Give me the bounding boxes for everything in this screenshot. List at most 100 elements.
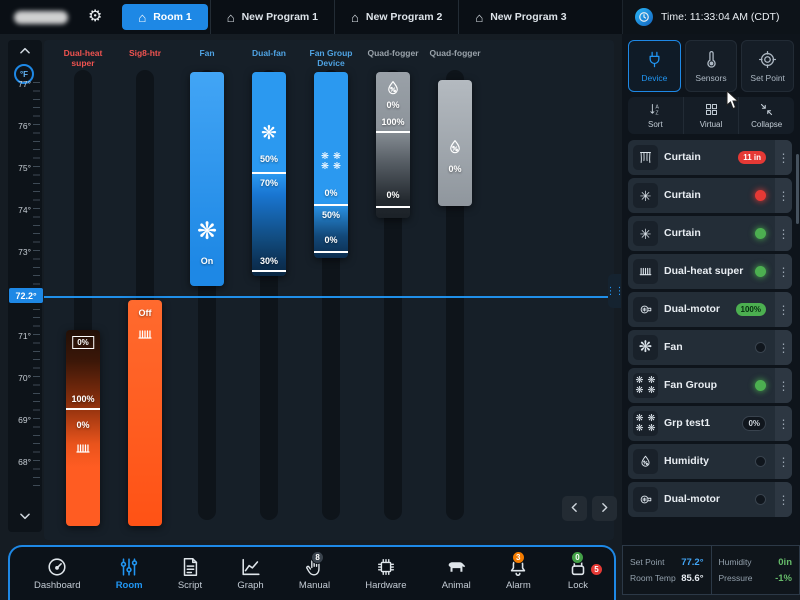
nav-script[interactable]: Script (178, 556, 202, 591)
nav-room[interactable]: Room (116, 556, 143, 591)
stage-value: 30% (259, 256, 278, 266)
tab-label: Device (641, 72, 668, 83)
svg-text:A: A (655, 104, 659, 110)
collapse-button[interactable]: Collapse (738, 97, 794, 134)
stage-value: 50% (259, 154, 278, 164)
alarm-count-badge: 5 (589, 563, 603, 576)
scale-ticks (33, 82, 40, 488)
time-panel: Time: 11:33:04 AM (CDT) (622, 0, 800, 34)
tab-label: Sensors (695, 72, 727, 83)
room-temp-label: Room Temp (630, 573, 676, 583)
room-tabs: ⌂ Room 1 ⌂ New Program 1 ⌂ New Program 2 ⌂ N… (120, 0, 582, 34)
device-row-curtain-2[interactable]: ✳ Curtain ⋮ (628, 178, 792, 213)
kebab-menu-icon[interactable]: ⋮ (775, 140, 792, 175)
scale-label: 73° (18, 247, 31, 257)
kebab-menu-icon[interactable]: ⋮ (775, 216, 792, 251)
device-row-dual-motor-2[interactable]: Dual-motor ⋮ (628, 482, 792, 517)
column-label-sig8-htr: Sig8-htr (128, 48, 162, 58)
quad-fogger-bar-2[interactable]: 0% (438, 80, 472, 206)
column-label-quad-fogger-2: Quad-fogger (429, 48, 481, 58)
device-list: Curtain 11 in ⋮ ✳ Curtain ⋮ ✳ Curtain ⋮ … (628, 140, 794, 517)
fan-icon: ❋ (633, 335, 658, 360)
fogger-icon (446, 138, 464, 156)
tab-device[interactable]: Device (628, 40, 681, 92)
scale-label: 69° (18, 415, 31, 425)
chart-scroll-left-button[interactable] (562, 496, 587, 521)
dual-heat-super-bar[interactable]: 0% 100% 0% (66, 330, 100, 526)
scale-down-button[interactable] (8, 508, 42, 526)
action-label: Sort (648, 120, 663, 129)
collapse-icon (759, 102, 774, 117)
home-icon: ⌂ (226, 9, 235, 25)
nav-alarm[interactable]: 3 5 Alarm (506, 551, 603, 591)
device-row-curtain-3[interactable]: ✳ Curtain ⋮ (628, 216, 792, 251)
nav-dashboard[interactable]: Dashboard (34, 556, 80, 591)
document-icon (178, 556, 202, 578)
humidity-icon (633, 449, 658, 474)
tab-new-program-1[interactable]: ⌂ New Program 1 (209, 0, 334, 34)
kebab-menu-icon[interactable]: ⋮ (775, 330, 792, 365)
home-icon: ⌂ (351, 9, 359, 25)
settings-gear-icon[interactable]: ⚙ (82, 8, 108, 26)
chart-scroll-right-button[interactable] (592, 496, 617, 521)
tab-set-point[interactable]: Set Point (741, 40, 795, 92)
app-logo-blurred (14, 10, 68, 24)
panel-drag-handle[interactable]: ⋮⋮ (606, 274, 625, 308)
quad-fogger-bar-1[interactable]: 0% 100% 0% (376, 72, 410, 218)
kebab-menu-icon[interactable]: ⋮ (775, 482, 792, 517)
pressure-label: Pressure (718, 573, 753, 583)
nav-lock[interactable]: 0 Lock (567, 551, 588, 591)
device-row-grp-test1[interactable]: ❋ ❋ ❋ ❋ Grp test1 0% ⋮ (628, 406, 792, 441)
device-row-fan[interactable]: ❋ Fan ⋮ (628, 330, 792, 365)
device-row-curtain-1[interactable]: Curtain 11 in ⋮ (628, 140, 792, 175)
fan-group-device-bar[interactable]: ❋ ❋ ❋ ❋ 0% 50% 0% (314, 72, 348, 258)
heater-icon (73, 440, 93, 457)
scrollbar[interactable] (796, 154, 799, 224)
nav-graph[interactable]: Graph (237, 556, 264, 591)
kebab-menu-icon[interactable]: ⋮ (775, 444, 792, 479)
device-row-humidity[interactable]: Humidity ⋮ (628, 444, 792, 479)
nav-manual[interactable]: 8 Manual (298, 551, 331, 591)
device-row-dual-heat-super[interactable]: Dual-heat super ⋮ (628, 254, 792, 289)
tab-new-program-3[interactable]: ⌂ New Program 3 (458, 0, 582, 34)
alarm-count-badge: 3 (511, 551, 525, 564)
status-badge (755, 190, 766, 201)
nav-hardware[interactable]: Hardware (365, 556, 406, 591)
winch-icon: ✳ (633, 221, 658, 246)
kebab-menu-icon[interactable]: ⋮ (775, 292, 792, 327)
virtual-button[interactable]: Virtual (682, 97, 739, 134)
stage-value: 0% (324, 235, 338, 245)
fan-bar[interactable]: ❋ On (190, 72, 224, 286)
kebab-menu-icon[interactable]: ⋮ (775, 406, 792, 441)
stage-value: 0% (76, 420, 90, 430)
stage-value: 0% (324, 188, 338, 198)
scale-label: 71° (18, 331, 31, 341)
tab-sensors[interactable]: Sensors (684, 40, 738, 92)
bottom-nav: Dashboard Room Script Graph 8 Manual Har… (8, 545, 616, 600)
dual-fan-bar[interactable]: ❋ 50% 70% 30% (252, 72, 286, 276)
device-row-dual-motor-1[interactable]: Dual-motor 100% ⋮ (628, 292, 792, 327)
set-point-value: 77.2° (681, 556, 704, 568)
winch-icon: ✳ (633, 183, 658, 208)
heater-icon (135, 326, 155, 343)
fogger-icon (384, 79, 402, 97)
status-col-left: Set Point 77.2° Room Temp 85.6° (623, 546, 711, 594)
device-row-fan-group[interactable]: ❋ ❋ ❋ ❋ Fan Group ⋮ (628, 368, 792, 403)
sig8-htr-bar[interactable]: Off (128, 300, 162, 526)
column-label-fan: Fan (199, 48, 215, 58)
action-label: Virtual (699, 120, 723, 129)
scale-up-button[interactable] (8, 43, 42, 61)
tab-room-1[interactable]: ⌂ Room 1 (122, 4, 208, 30)
kebab-menu-icon[interactable]: ⋮ (775, 368, 792, 403)
cow-icon (444, 556, 468, 578)
divider-line (314, 251, 348, 253)
nav-animal[interactable]: Animal (442, 556, 471, 591)
kebab-menu-icon[interactable]: ⋮ (775, 254, 792, 289)
fan-icon: ❋ (196, 218, 218, 245)
tab-new-program-2[interactable]: ⌂ New Program 2 (334, 0, 458, 34)
setpoint-line (44, 296, 612, 298)
kebab-menu-icon[interactable]: ⋮ (775, 178, 792, 213)
current-temp-badge[interactable]: 72.2° (9, 288, 43, 303)
